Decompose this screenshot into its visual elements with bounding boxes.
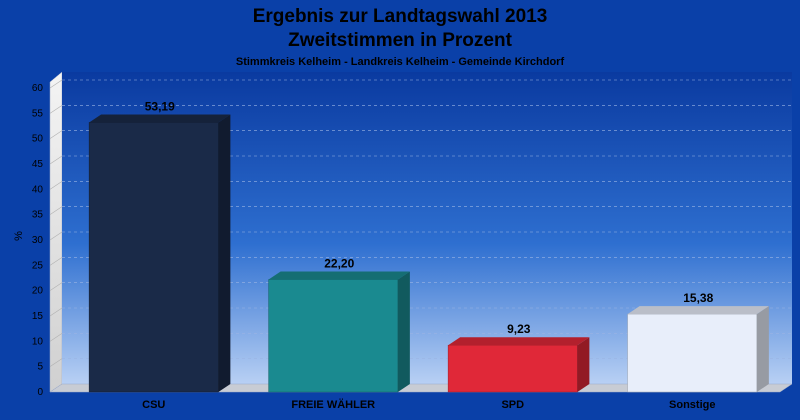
y-tick-label: 0 [37, 387, 43, 398]
y-tick-label: 5 [37, 362, 43, 373]
bar-side [397, 271, 410, 392]
y-tick-label: 30 [32, 235, 44, 246]
bar-top [89, 114, 231, 123]
value-labels: 53,19 22,20 9,23 15,38 [145, 100, 714, 337]
category-label: FREIE WÄHLER [291, 398, 375, 411]
bar [627, 313, 758, 393]
grid-line-wall [49, 307, 63, 317]
y-axis-label: % [13, 231, 25, 241]
left-wall [49, 71, 63, 393]
bar [268, 279, 399, 393]
bar-side [756, 306, 769, 392]
y-tick-label: 50 [32, 134, 44, 145]
y-tick-label: 45 [32, 159, 44, 170]
bar-top [268, 271, 410, 280]
category-label: CSU [142, 399, 165, 411]
y-ticks: 0 5 10 15 20 25 30 35 40 45 50 55 60 [32, 83, 44, 398]
grid-line-wall [49, 130, 63, 139]
chart-title-line2: Zweitstimmen in Prozent [288, 30, 512, 51]
y-tick-label: 10 [32, 336, 44, 347]
bar [447, 344, 578, 393]
y-tick-label: 15 [32, 311, 44, 322]
value-label: 15,38 [683, 291, 713, 305]
grid-line-wall [49, 358, 63, 367]
grid-line-wall [49, 79, 63, 89]
grid-line-wall [49, 333, 63, 342]
grid-line-wall [49, 181, 63, 190]
y-tick-label: 35 [32, 210, 44, 221]
value-label: 9,23 [507, 322, 531, 336]
grid-line-wall [49, 105, 63, 114]
bar-top [448, 337, 590, 346]
chart-title: Ergebnis zur Landtagswahl 2013 [253, 6, 548, 27]
y-tick-label: 20 [32, 286, 44, 297]
bar-top [627, 306, 769, 315]
bar-side [218, 114, 231, 392]
chart-subtitle: Stimmkreis Kelheim - Landkreis Kelheim -… [236, 56, 565, 68]
bar-side [577, 337, 590, 392]
grid-line-wall [49, 257, 63, 266]
grid-line-wall [49, 231, 63, 241]
value-label: 22,20 [324, 257, 354, 271]
value-label: 53,19 [145, 100, 175, 114]
y-tick-label: 25 [32, 260, 44, 271]
category-label: SPD [501, 399, 524, 411]
bars [88, 114, 769, 393]
y-tick-label: 60 [32, 83, 44, 94]
y-tick-label: 55 [32, 108, 44, 119]
category-label: Sonstige [669, 399, 715, 411]
bar [88, 122, 219, 393]
grid-line-wall [49, 155, 63, 165]
category-labels: CSU FREIE WÄHLER SPD Sonstige [142, 398, 715, 411]
grid-line-wall [49, 282, 63, 291]
y-tick-label: 40 [32, 184, 44, 195]
grid-line-wall [49, 206, 63, 215]
